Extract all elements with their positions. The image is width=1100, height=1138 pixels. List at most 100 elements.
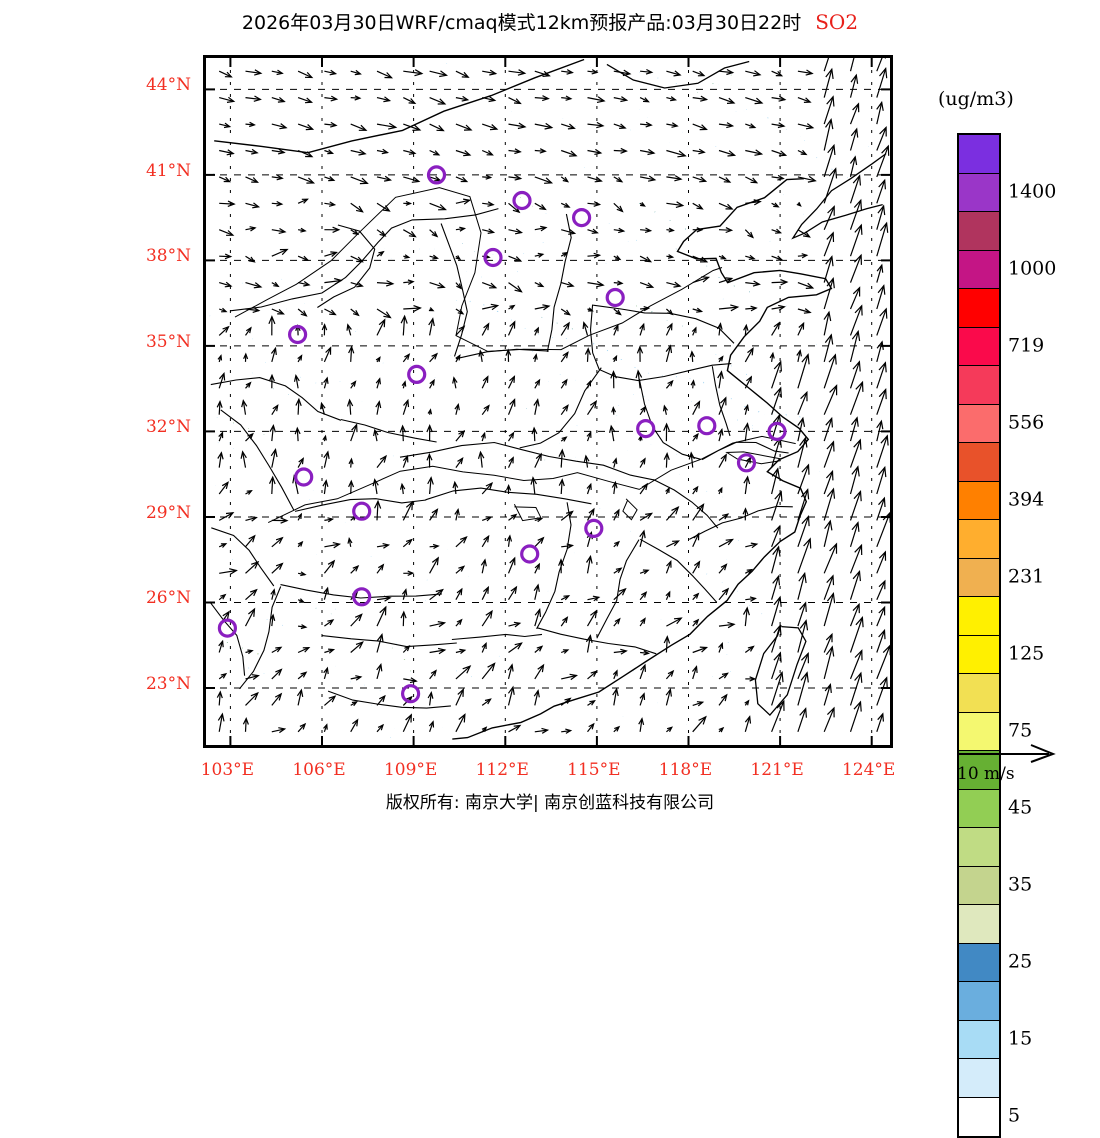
plume-blob [523, 648, 524, 649]
plume-blob [257, 653, 258, 655]
wind-scale-legend: 10 m/s [957, 742, 1077, 792]
city-marker-layer[interactable] [219, 167, 785, 702]
boundary-path [328, 691, 451, 708]
wind-arrow-shaft [877, 223, 887, 256]
wind-arrow-shaft [824, 207, 834, 230]
plume-blob [786, 129, 787, 130]
boundary-path [214, 60, 584, 153]
so2-concentration-field [209, 61, 886, 742]
plume-blob [261, 468, 262, 469]
colorbar-swatch [959, 905, 999, 944]
wind-arrow-shaft [772, 673, 783, 706]
plume-blob [730, 671, 731, 672]
plume-blob [474, 83, 475, 84]
plume-blob [866, 303, 867, 304]
plume-blob [731, 398, 732, 399]
plume-blob [686, 724, 687, 725]
plume-blob [380, 690, 381, 691]
plume-blob [425, 600, 426, 601]
plume-blob [487, 448, 488, 449]
plume-blob [410, 671, 411, 672]
plume-blob [648, 373, 649, 374]
plume-blob [623, 716, 624, 717]
colorbar-swatch [959, 405, 999, 444]
plume-blob [481, 276, 482, 277]
plume-blob [853, 66, 854, 67]
plume-blob [697, 92, 698, 93]
plume-blob [588, 329, 589, 330]
plume-blob [526, 408, 527, 409]
plume-blob [722, 497, 723, 498]
city-marker[interactable] [514, 193, 530, 209]
plume-blob [819, 471, 820, 472]
plume-blob [532, 351, 533, 352]
city-marker[interactable] [574, 210, 590, 226]
plume-blob [520, 197, 521, 198]
plume-blob [745, 200, 746, 201]
plume-blob [687, 146, 688, 147]
wind-arrow-shaft [430, 203, 446, 209]
plume-blob [421, 457, 422, 458]
city-marker[interactable] [219, 620, 235, 636]
colorbar-swatch [959, 674, 999, 713]
city-marker[interactable] [296, 469, 312, 485]
latitude-tick-label: 32°N [121, 417, 191, 437]
wind-arrow-shaft [824, 708, 834, 732]
wind-arrow-shaft [824, 233, 833, 256]
plume-blob [706, 573, 707, 574]
plume-blob [676, 83, 677, 84]
plume-blob [347, 532, 348, 533]
latitude-tick-label: 26°N [121, 588, 191, 608]
colorbar-swatch [959, 597, 999, 636]
plume-blob [273, 388, 274, 389]
city-marker[interactable] [739, 455, 755, 471]
plume-blob [419, 249, 420, 250]
plume-blob [690, 378, 691, 379]
wind-arrow-shaft [877, 646, 890, 679]
boundary-path [591, 305, 732, 381]
wind-arrow-shaft [851, 176, 860, 204]
plume-blob [737, 591, 738, 592]
wind-arrow-shaft [824, 169, 836, 204]
wind-scale-label: 10 m/s [957, 764, 1015, 784]
plume-blob [835, 479, 836, 480]
plume-blob [548, 591, 549, 592]
city-marker[interactable] [409, 366, 425, 382]
boundary-path [537, 628, 656, 654]
colorbar-swatch [959, 366, 999, 405]
plume-blob [575, 380, 576, 381]
plume-blob [616, 415, 617, 416]
wind-arrow-shaft [666, 618, 681, 626]
plume-blob [770, 300, 771, 301]
plume-blob [263, 434, 264, 435]
boundary-path [295, 499, 426, 512]
plume-blob [532, 206, 533, 207]
plume-blob [538, 653, 539, 654]
plume-blob [566, 338, 568, 339]
city-marker[interactable] [638, 421, 654, 437]
plume-blob [213, 173, 214, 174]
city-marker[interactable] [607, 290, 623, 306]
longitude-tick-label: 109°E [376, 760, 446, 780]
city-marker[interactable] [586, 520, 602, 536]
plume-blob [606, 263, 607, 264]
wind-arrow-shaft [877, 363, 886, 389]
map-plot-area[interactable] [203, 55, 893, 748]
plume-blob [236, 536, 237, 537]
plume-blob [679, 474, 680, 475]
plume-blob [456, 670, 457, 671]
wind-arrow-shaft [403, 502, 412, 520]
boundary-path [547, 214, 571, 352]
plume-blob [663, 468, 664, 469]
plume-blob [316, 555, 317, 556]
plume-blob [803, 214, 804, 215]
plume-blob [749, 605, 750, 606]
plume-blob [712, 676, 713, 677]
city-marker[interactable] [522, 546, 538, 562]
city-marker[interactable] [699, 418, 715, 434]
plume-blob [242, 647, 243, 648]
colorbar[interactable] [957, 133, 1001, 1138]
plume-blob [658, 170, 659, 171]
plume-blob [786, 306, 787, 307]
wind-arrow-shaft [456, 715, 465, 732]
